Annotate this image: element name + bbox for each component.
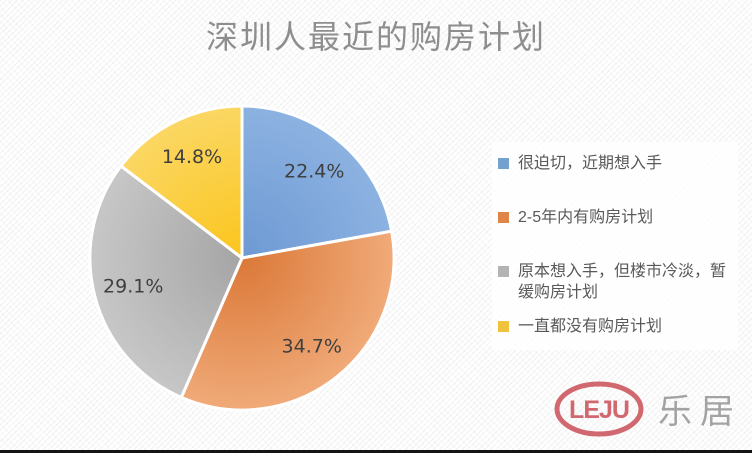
pie-slice-label: 29.1% [103, 275, 163, 297]
legend-item: 原本想入手，但楼市冷淡，暂缓购房计划 [498, 261, 732, 303]
pie-slice-label: 22.4% [284, 161, 344, 183]
legend-swatch-icon [498, 266, 509, 277]
leju-logo-text: LEJU [569, 396, 629, 424]
legend-swatch-icon [498, 321, 509, 332]
pie-slice-0 [240, 104, 394, 260]
pie-slice-2 [88, 164, 244, 399]
legend-item-label: 很迫切，近期想入手 [518, 155, 663, 172]
bottom-border-line [0, 450, 752, 453]
chart-title: 深圳人最近的购房计划 [205, 19, 546, 55]
leju-logo-ring-icon: LEJU [554, 381, 644, 437]
legend-item-label: 原本想入手，但楼市冷淡，暂缓购房计划 [518, 263, 727, 301]
legend-item: 很迫切，近期想入手 [498, 153, 732, 174]
legend-item-label: 一直都没有购房计划 [518, 318, 663, 335]
legend-swatch-icon [498, 158, 509, 169]
legend-item-label: 2-5年内有购房计划 [518, 209, 654, 226]
pie-slice-label: 34.7% [282, 335, 342, 357]
chart-legend: 很迫切，近期想入手 2-5年内有购房计划 原本想入手，但楼市冷淡，暂缓购房计划 … [492, 142, 738, 350]
leju-logo-cn-text: 乐居 [658, 393, 742, 431]
pie-slice-label: 14.8% [162, 146, 222, 168]
legend-item: 2-5年内有购房计划 [498, 207, 732, 228]
leju-logo: LEJU 乐居 [552, 381, 742, 443]
legend-swatch-icon [498, 212, 509, 223]
legend-item: 一直都没有购房计划 [498, 316, 732, 337]
pie-slice-3 [119, 104, 244, 260]
